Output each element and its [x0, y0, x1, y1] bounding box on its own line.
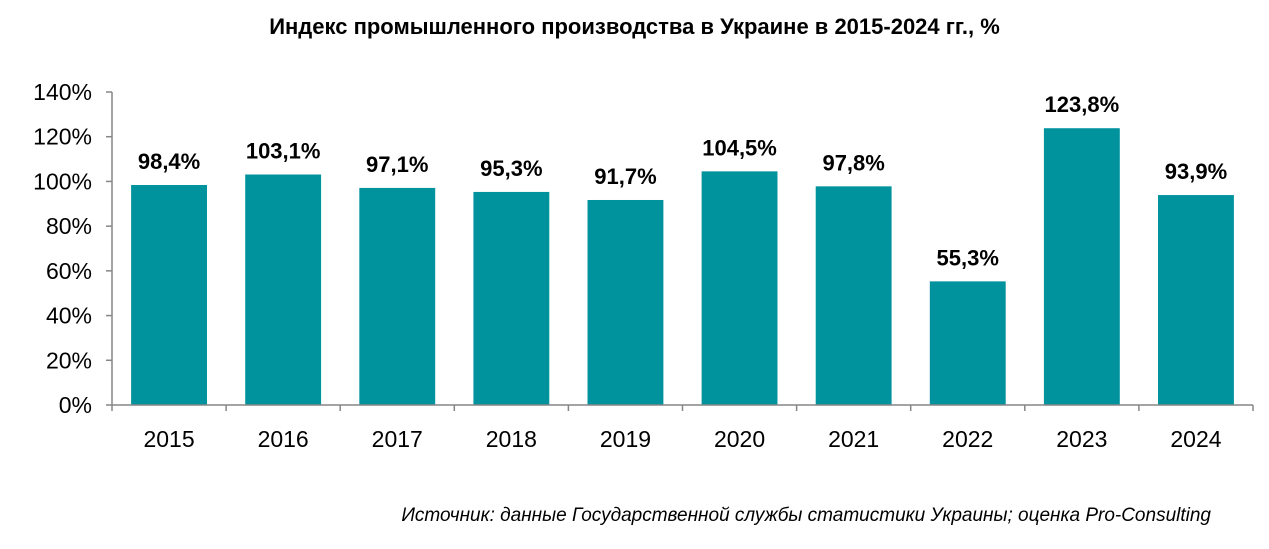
y-tick-label: 40% — [46, 303, 92, 329]
x-tick-label-2021: 2021 — [828, 426, 879, 452]
bars: 98,4% 103,1% 97,1% 95,3% 91,7% 104,5% 97,8% 55,… — [131, 92, 1234, 405]
data-label-2023: 123,8% — [1045, 92, 1120, 117]
y-tick-label: 120% — [33, 124, 92, 150]
bar-2015 — [131, 185, 207, 405]
data-label-2020: 104,5% — [702, 135, 777, 160]
y-tick-label: 100% — [33, 168, 92, 194]
x-tick-label-2020: 2020 — [714, 426, 765, 452]
data-label-2018: 95,3% — [480, 156, 542, 181]
chart-title: Индекс промышленного производства в Укра… — [269, 14, 1000, 39]
bar-2017 — [359, 187, 436, 405]
data-label-2022: 55,3% — [937, 245, 999, 270]
y-tick-label: 80% — [46, 213, 92, 239]
data-label-2017: 97,1% — [366, 152, 428, 177]
data-label-2016: 103,1% — [246, 138, 321, 163]
bar-2018 — [473, 191, 550, 405]
x-tick-label-2019: 2019 — [600, 426, 651, 452]
bar-2024 — [1158, 195, 1234, 405]
x-tick-label-2024: 2024 — [1170, 426, 1221, 452]
x-tick-label-2022: 2022 — [942, 426, 993, 452]
y-tick-label: 0% — [59, 392, 92, 418]
bar-2021 — [815, 186, 892, 405]
chart-source-note: Источник: данные Государственной службы … — [401, 505, 1211, 526]
bar-2023 — [1043, 128, 1120, 405]
data-label-2021: 97,8% — [822, 150, 884, 175]
x-tick-label-2017: 2017 — [372, 426, 423, 452]
y-tick-label: 60% — [46, 258, 92, 284]
bar-2022 — [929, 281, 1006, 405]
y-tick-label: 140% — [33, 79, 92, 105]
bar-2019 — [587, 199, 664, 405]
x-tick-label-2018: 2018 — [486, 426, 537, 452]
x-tick-label-2015: 2015 — [143, 426, 194, 452]
x-axis: 2015 2016 2017 2018 2019 2020 2021 2022 2023 2024 — [111, 404, 1254, 452]
data-label-2019: 91,7% — [594, 164, 656, 189]
data-label-2024: 93,9% — [1165, 159, 1227, 184]
y-tick-label: 20% — [46, 347, 92, 373]
data-label-2015: 98,4% — [138, 149, 200, 174]
bar-2020 — [701, 171, 778, 405]
x-tick-label-2016: 2016 — [258, 426, 309, 452]
bar-2016 — [245, 174, 322, 405]
y-axis: 0% 20% 40% 60% 80% 100% 120% 140% — [33, 79, 113, 418]
x-tick-label-2023: 2023 — [1056, 426, 1107, 452]
